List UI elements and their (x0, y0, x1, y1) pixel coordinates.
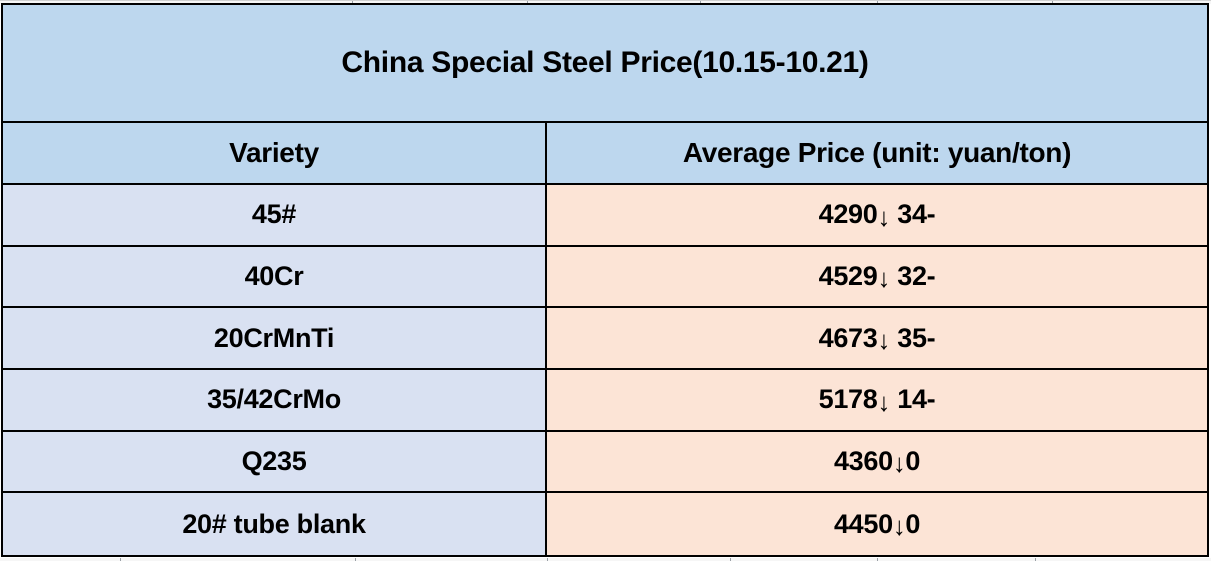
variety-cell: 40Cr (3, 246, 547, 309)
down-arrow-icon: ↓ (892, 512, 906, 541)
down-arrow-icon: ↓ (877, 326, 891, 355)
gridline-tick (547, 558, 548, 561)
spreadsheet-gridline-strip-bottom (0, 558, 1211, 561)
price-value: 4529 (818, 260, 878, 291)
price-cell: 4529 ↓ 32- (547, 246, 1207, 309)
spreadsheet-gridline-strip-top (0, 0, 1211, 4)
price-cell: 4290 ↓ 34- (547, 185, 1207, 247)
price-value: 5178 (818, 384, 878, 415)
variety-cell: 35/42CrMo (3, 370, 547, 432)
down-arrow-icon: ↓ (877, 203, 891, 232)
gridline-tick (355, 558, 356, 561)
variety-cell: 20CrMnTi (3, 308, 547, 370)
down-arrow-icon: ↓ (892, 450, 906, 479)
variety-cell: 45# (3, 185, 547, 247)
gridline-tick (730, 558, 731, 561)
gridline-tick (352, 1, 353, 4)
down-arrow-icon: ↓ (877, 265, 891, 294)
column-header-variety: Variety (3, 123, 547, 185)
price-value: 4290 (818, 199, 878, 230)
price-cell: 4450 ↓ 0 (547, 493, 1207, 555)
variety-cell: 20# tube blank (3, 493, 547, 555)
gridline-tick (1035, 558, 1036, 561)
price-cell: 4673 ↓ 35- (547, 308, 1207, 370)
gridline-tick (877, 558, 878, 561)
steel-price-table: China Special Steel Price(10.15-10.21) V… (1, 3, 1209, 557)
price-value: 4360 (833, 445, 893, 476)
price-value: 4673 (818, 322, 878, 353)
gridline-tick (877, 1, 878, 4)
gridline-tick (120, 558, 121, 561)
gridline-tick (700, 1, 701, 4)
table-title: China Special Steel Price(10.15-10.21) (3, 5, 1207, 123)
price-change: 0 (905, 508, 921, 539)
price-change: 34- (890, 199, 936, 230)
price-cell: 5178 ↓ 14- (547, 370, 1207, 432)
price-value: 4450 (833, 508, 893, 539)
down-arrow-icon: ↓ (877, 388, 891, 417)
price-change: 35- (890, 322, 936, 353)
price-change: 32- (890, 260, 936, 291)
price-change: 14- (890, 384, 936, 415)
price-change: 0 (905, 445, 921, 476)
price-cell: 4360 ↓ 0 (547, 431, 1207, 494)
gridline-tick (1052, 1, 1053, 4)
column-header-average-price: Average Price (unit: yuan/ton) (547, 123, 1207, 185)
gridline-tick (527, 1, 528, 4)
variety-cell: Q235 (3, 431, 547, 494)
